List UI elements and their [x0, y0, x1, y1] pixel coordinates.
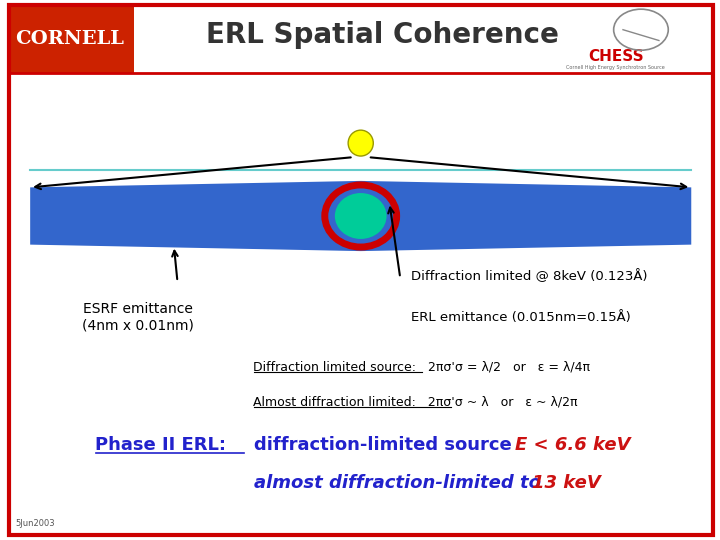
Ellipse shape	[335, 193, 387, 239]
Text: ESRF emittance
(4nm x 0.01nm): ESRF emittance (4nm x 0.01nm)	[82, 302, 194, 333]
Text: Almost diffraction limited:   2πσ'σ ~ λ   or   ε ~ λ/2π: Almost diffraction limited: 2πσ'σ ~ λ or…	[253, 396, 577, 409]
Text: almost diffraction-limited to: almost diffraction-limited to	[254, 474, 548, 492]
Ellipse shape	[348, 130, 373, 156]
Text: diffraction-limited source: diffraction-limited source	[254, 436, 525, 455]
Text: E < 6.6 keV: E < 6.6 keV	[516, 436, 631, 455]
Text: Diffraction limited source:   2πσ'σ = λ/2   or   ε = λ/4π: Diffraction limited source: 2πσ'σ = λ/2 …	[253, 361, 590, 374]
Text: Diffraction limited @ 8keV (0.123Å): Diffraction limited @ 8keV (0.123Å)	[411, 269, 647, 284]
Text: CORNELL: CORNELL	[15, 30, 124, 49]
Text: ERL emittance (0.015nm=0.15Å): ERL emittance (0.015nm=0.15Å)	[411, 310, 631, 323]
Text: Cornell High Energy Synchrotron Source: Cornell High Energy Synchrotron Source	[567, 65, 665, 70]
Text: 13 keV: 13 keV	[532, 474, 600, 492]
Text: ERL Spatial Coherence: ERL Spatial Coherence	[206, 21, 559, 49]
Text: Phase II ERL:: Phase II ERL:	[95, 436, 226, 455]
Text: 5Jun2003: 5Jun2003	[16, 519, 55, 528]
Text: CHESS: CHESS	[588, 49, 644, 64]
Polygon shape	[30, 181, 691, 251]
FancyBboxPatch shape	[9, 5, 135, 73]
